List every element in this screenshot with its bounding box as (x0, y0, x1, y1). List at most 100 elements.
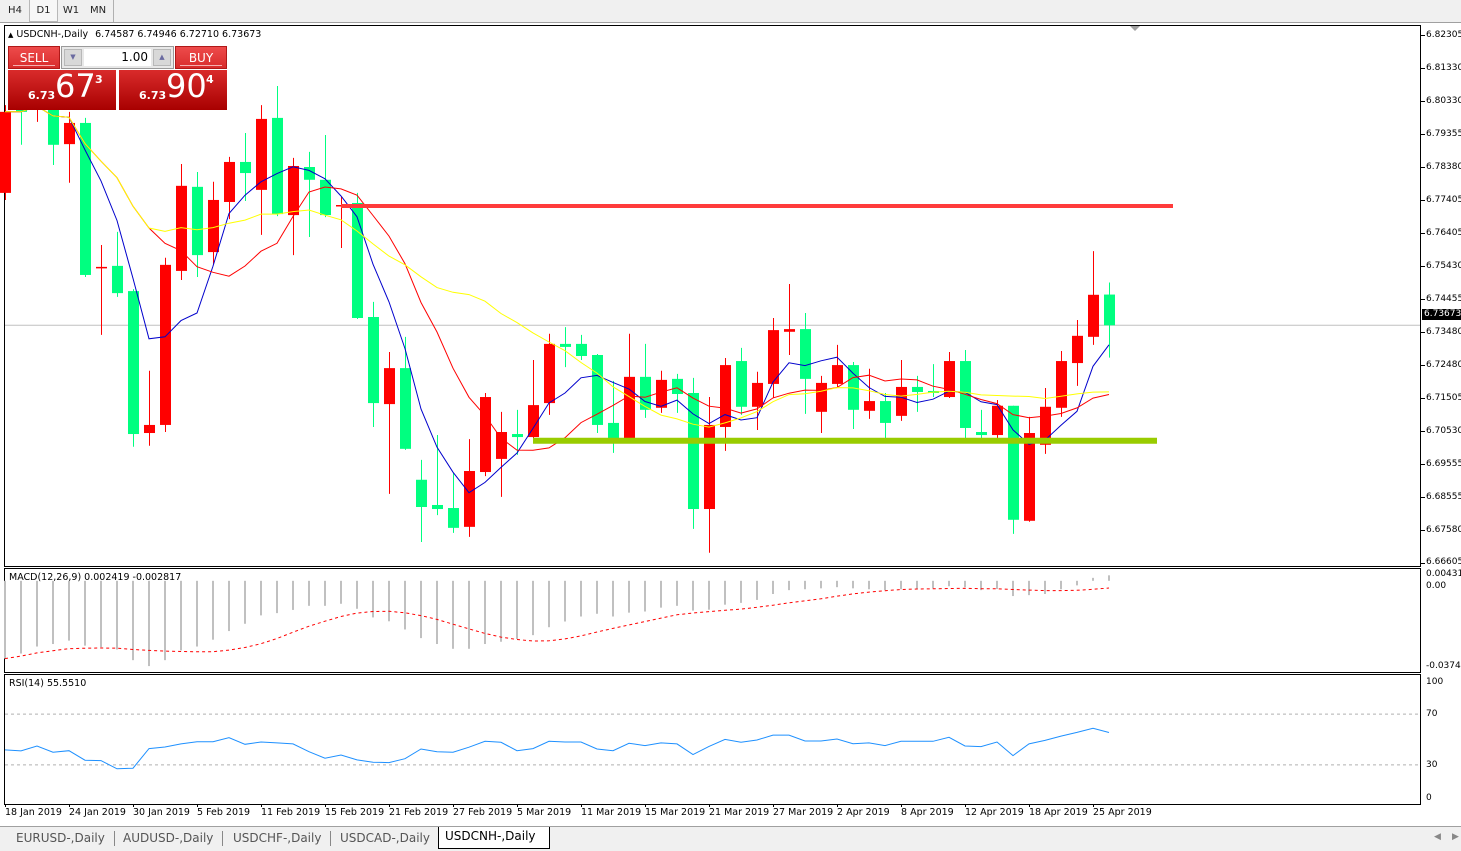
price-axis-tick (1421, 431, 1425, 432)
date-axis-label: 18 Jan 2019 (5, 807, 62, 818)
macd-histogram-bar (676, 580, 678, 606)
macd-axis-label: 0.00 (1426, 581, 1447, 591)
macd-histogram-bar (852, 580, 854, 589)
buy-price-pips: 90 (166, 67, 207, 105)
macd-histogram-bar (452, 580, 454, 649)
candle-body (1024, 433, 1035, 521)
macd-histogram-bar (772, 580, 774, 595)
lot-decrease-button[interactable]: ▼ (64, 49, 82, 66)
price-chart-panel[interactable] (4, 25, 1421, 567)
price-axis-tick (1421, 563, 1425, 564)
tab-usdchf[interactable]: USDCHF-,Daily (233, 831, 322, 845)
price-axis-tick (1421, 497, 1425, 499)
candle-body (448, 508, 459, 528)
timeframe-d1-button[interactable]: D1 (29, 0, 58, 22)
date-axis-tick (837, 804, 838, 807)
macd-histogram-bar (980, 580, 982, 591)
candle-body (432, 504, 443, 510)
date-axis-tick (1029, 804, 1030, 807)
date-axis-tick (901, 804, 902, 807)
timeframe-w1-button[interactable]: W1 (62, 5, 80, 16)
macd-histogram-bar (100, 580, 102, 648)
tab-audusd[interactable]: AUDUSD-,Daily (123, 831, 214, 845)
lot-size-input[interactable]: 1.00 (84, 49, 151, 66)
chart-title: ▲ USDCNH-,Daily 6.74587 6.74946 6.72710 … (8, 29, 261, 40)
timeframe-h4-button[interactable]: H4 (8, 5, 22, 16)
price-axis-label: 6.74455 (1426, 294, 1461, 304)
macd-histogram-bar (196, 580, 198, 647)
candle-body (496, 432, 507, 459)
price-axis-label: 6.66605 (1426, 557, 1461, 567)
date-axis-label: 27 Mar 2019 (773, 807, 834, 818)
ohlc-readout: 6.74587 6.74946 6.72710 6.73673 (95, 29, 262, 40)
date-axis-label: 5 Feb 2019 (197, 807, 251, 818)
candle-body (736, 361, 747, 407)
macd-histogram-bar (292, 580, 294, 610)
macd-histogram-bar (484, 580, 486, 645)
date-axis-label: 24 Jan 2019 (69, 807, 126, 818)
buy-button[interactable]: BUY (175, 46, 227, 69)
macd-histogram-bar (1028, 580, 1030, 596)
price-axis-label: 6.82305 (1426, 30, 1461, 40)
macd-histogram-bar (244, 580, 246, 624)
macd-histogram-bar (868, 580, 870, 590)
scroll-right-icon[interactable]: ▶ (1452, 832, 1459, 842)
symbol-title: USDCNH-,Daily (16, 29, 89, 40)
tab-usdcnh[interactable]: USDCNH-,Daily (438, 827, 550, 849)
macd-histogram-bar (68, 580, 70, 641)
chart-shift-marker-icon[interactable] (1130, 26, 1140, 32)
macd-histogram-bar (788, 580, 790, 591)
rsi-axis-label: 70 (1426, 709, 1438, 720)
date-axis-tick (261, 804, 262, 807)
date-axis-label: 25 Apr 2019 (1093, 807, 1152, 818)
candle-body (160, 264, 171, 425)
candle-body (704, 424, 715, 510)
macd-histogram-bar (1012, 580, 1014, 597)
price-axis-tick (1421, 463, 1425, 465)
macd-histogram-bar (628, 580, 630, 613)
sell-price-box[interactable]: 6.73 67 3 (8, 67, 116, 110)
candle-body (224, 161, 235, 202)
price-axis-label: 6.70530 (1426, 426, 1461, 436)
date-axis-tick (197, 804, 198, 807)
date-axis-tick (645, 804, 646, 807)
candle-body (112, 265, 123, 294)
date-axis-label: 21 Mar 2019 (709, 807, 770, 818)
macd-histogram-bar (276, 580, 278, 614)
price-axis-tick (1421, 331, 1425, 333)
date-axis-tick (133, 804, 134, 807)
date-axis-label: 30 Jan 2019 (133, 807, 190, 818)
candle-body (64, 122, 75, 145)
candle-body (208, 199, 219, 253)
sell-button[interactable]: SELL (8, 46, 60, 69)
candle-body (752, 382, 763, 407)
macd-axis-label: -0.037468 (1426, 661, 1461, 671)
lot-increase-button[interactable]: ▲ (153, 49, 171, 66)
candle-body (720, 365, 731, 427)
candle-body (416, 479, 427, 508)
tab-eurusd[interactable]: EURUSD-,Daily (16, 831, 105, 845)
price-axis-label: 6.68555 (1426, 492, 1461, 503)
macd-histogram-bar (1044, 580, 1046, 595)
date-axis-label: 27 Feb 2019 (453, 807, 513, 818)
date-axis-tick (581, 804, 582, 807)
date-axis-tick (69, 804, 70, 807)
date-axis-tick (325, 804, 326, 807)
date-axis-label: 2 Apr 2019 (837, 807, 890, 818)
rsi-panel[interactable] (4, 674, 1421, 805)
price-axis-tick (1421, 398, 1425, 400)
collapse-triangle-icon[interactable]: ▲ (8, 31, 14, 39)
candle-body (320, 179, 331, 216)
macd-histogram-bar (84, 580, 86, 646)
macd-histogram-bar (1108, 575, 1110, 581)
scroll-left-icon[interactable]: ◀ (1434, 832, 1441, 842)
date-axis-tick (709, 804, 710, 807)
price-axis-tick (1421, 199, 1425, 201)
macd-histogram-bar (260, 580, 262, 616)
current-price-label: 6.73673 (1422, 309, 1461, 321)
buy-price-box[interactable]: 6.73 90 4 (119, 67, 227, 110)
tab-usdcad[interactable]: USDCAD-,Daily (340, 831, 430, 845)
price-axis-tick (1421, 365, 1425, 367)
timeframe-mn-button[interactable]: MN (89, 5, 107, 16)
